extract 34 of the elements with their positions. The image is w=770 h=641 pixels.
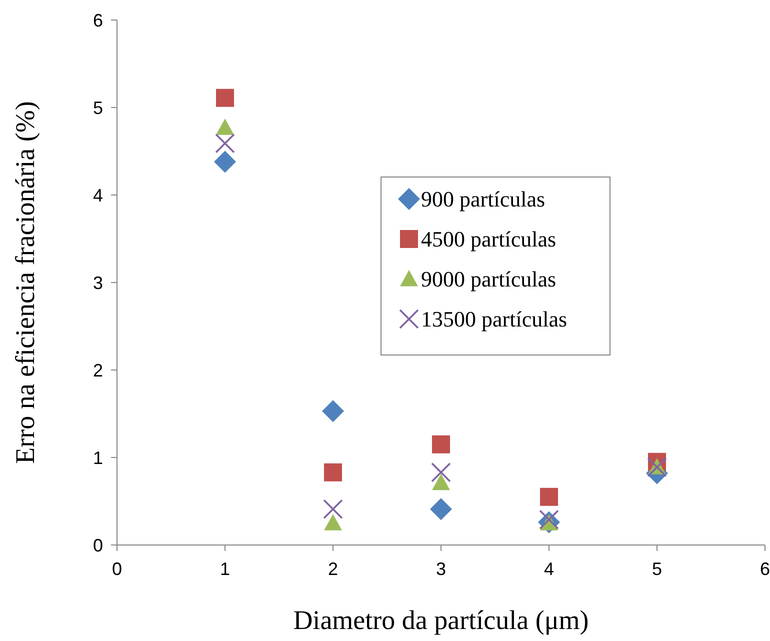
point: [430, 498, 452, 520]
y-tick-label: 4: [92, 185, 103, 206]
x-tick-label: 5: [652, 559, 662, 579]
point: [432, 435, 450, 454]
y-tick-label: 0: [92, 535, 103, 556]
point: [216, 118, 234, 135]
point: [540, 488, 558, 506]
legend-label: 13500 partículas: [421, 306, 568, 332]
y-tick-label: 2: [92, 360, 103, 380]
point: [216, 88, 234, 107]
point: [432, 474, 450, 490]
x-tick-label: 2: [328, 559, 338, 579]
legend-label: 900 partículas: [421, 186, 546, 212]
point: [214, 150, 236, 173]
y-tick-label: 3: [92, 272, 103, 293]
point: [431, 462, 451, 482]
y-axis-title: Erro na eficiencia fracionária (%): [10, 101, 40, 464]
legend-label: 9000 partículas: [421, 266, 556, 292]
point: [324, 463, 342, 482]
y-tick-label: 1: [92, 448, 103, 468]
point: [215, 133, 235, 154]
legend-label: 4500 partículas: [421, 226, 556, 252]
x-tick-label: 6: [760, 559, 770, 579]
x-tick-label: 3: [436, 559, 446, 579]
x-axis-title: Diametro da partícula (μm): [293, 605, 589, 635]
x-tick-label: 4: [544, 559, 554, 579]
point: [323, 499, 343, 520]
point: [539, 510, 559, 530]
x-tick-label: 1: [220, 559, 230, 579]
y-tick-label: 6: [92, 10, 103, 30]
point: [322, 400, 344, 422]
point: [324, 514, 342, 530]
y-tick-label: 5: [92, 98, 103, 118]
x-tick-label: 0: [112, 559, 122, 579]
